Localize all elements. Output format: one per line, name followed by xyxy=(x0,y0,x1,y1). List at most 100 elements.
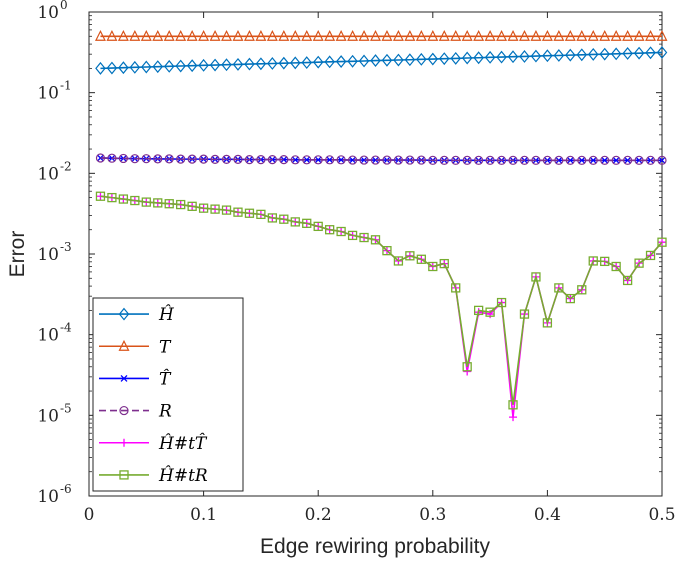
data-point xyxy=(381,29,393,41)
data-point xyxy=(314,156,322,164)
data-point xyxy=(645,29,657,41)
legend-entry: Ĥ#tR xyxy=(99,465,208,486)
data-point xyxy=(95,61,106,75)
data-point xyxy=(370,235,381,245)
data-point xyxy=(519,29,530,41)
data-point xyxy=(279,154,289,165)
data-point xyxy=(427,52,439,66)
data-point xyxy=(336,155,346,165)
data-point xyxy=(576,48,588,62)
data-point xyxy=(210,204,220,214)
data-point xyxy=(266,29,278,41)
legend-label: Ĥ#tT̂ xyxy=(158,433,208,454)
data-point xyxy=(290,217,300,227)
data-point xyxy=(577,155,587,165)
data-point xyxy=(589,156,597,164)
data-point xyxy=(244,208,255,218)
data-point xyxy=(232,57,244,71)
data-point xyxy=(531,272,541,282)
data-point xyxy=(198,58,209,72)
data-point xyxy=(198,203,209,213)
series-1 xyxy=(94,29,668,41)
data-point xyxy=(530,49,542,63)
data-point xyxy=(233,207,243,217)
data-point xyxy=(415,29,427,41)
data-point xyxy=(106,61,118,75)
data-point xyxy=(186,29,198,41)
data-point xyxy=(519,50,530,63)
legend-label: Ĥ xyxy=(158,304,175,325)
legend-entry: T̂ xyxy=(99,369,172,389)
data-point xyxy=(507,29,519,41)
legend-marker xyxy=(119,405,129,416)
data-point xyxy=(164,199,174,209)
data-point xyxy=(508,155,518,165)
data-point xyxy=(473,305,484,316)
legend-label: T xyxy=(159,337,172,357)
data-point xyxy=(484,50,496,64)
data-point xyxy=(508,400,518,410)
legend-label: R xyxy=(158,402,172,422)
axis-ticks: 0 0.1 0.2 0.3 0.4 0.510 010 -110 -210 -310 -410 -51… xyxy=(37,0,675,525)
data-point xyxy=(484,29,496,41)
data-point xyxy=(290,56,301,70)
data-point xyxy=(587,47,599,61)
y-tick-exponent: 0 xyxy=(60,0,68,12)
data-point xyxy=(267,57,278,70)
data-point xyxy=(612,156,620,164)
data-point xyxy=(496,29,508,41)
y-axis-title: Error xyxy=(6,231,29,278)
data-point xyxy=(336,226,346,237)
data-point xyxy=(519,155,530,165)
data-point xyxy=(198,29,210,41)
data-point xyxy=(622,29,634,41)
data-point xyxy=(439,155,449,165)
data-point xyxy=(496,297,507,308)
data-point xyxy=(94,29,106,41)
y-tick-exponent: -3 xyxy=(60,240,72,254)
data-point xyxy=(256,209,266,220)
y-tick-exponent: -2 xyxy=(60,159,72,173)
data-point xyxy=(393,155,404,165)
data-point xyxy=(152,29,164,41)
data-point xyxy=(392,29,404,41)
data-point xyxy=(140,29,152,41)
data-point xyxy=(141,60,152,74)
data-point xyxy=(95,191,106,201)
data-point xyxy=(439,258,449,269)
data-point xyxy=(554,283,564,293)
series-layer xyxy=(94,29,668,422)
data-point xyxy=(564,29,576,41)
data-point xyxy=(404,53,416,67)
y-tick-label: 10 xyxy=(37,487,59,507)
data-point xyxy=(405,155,415,165)
data-point xyxy=(656,46,668,59)
data-point xyxy=(416,254,426,264)
data-point xyxy=(324,55,335,69)
data-point xyxy=(599,29,611,41)
data-point xyxy=(221,205,232,215)
data-point xyxy=(622,47,633,60)
data-point xyxy=(280,156,288,164)
data-point xyxy=(187,154,197,164)
data-point xyxy=(302,218,312,228)
data-point xyxy=(634,155,644,165)
y-tick-exponent: -6 xyxy=(60,482,72,496)
data-point xyxy=(326,156,334,164)
x-tick-label: 0.1 xyxy=(190,505,217,525)
data-point xyxy=(427,29,439,41)
data-point xyxy=(347,155,358,165)
data-point xyxy=(405,251,415,261)
data-point xyxy=(360,156,368,164)
data-point xyxy=(153,198,163,208)
data-point xyxy=(141,197,151,207)
data-point xyxy=(232,29,244,41)
data-point xyxy=(267,154,277,165)
x-tick-label: 0 xyxy=(84,505,95,525)
legend-entry: T xyxy=(99,337,172,357)
data-point xyxy=(370,29,381,41)
legend-entry: Ĥ#tT̂ xyxy=(99,433,208,454)
data-point xyxy=(611,155,621,165)
data-point xyxy=(542,49,553,63)
